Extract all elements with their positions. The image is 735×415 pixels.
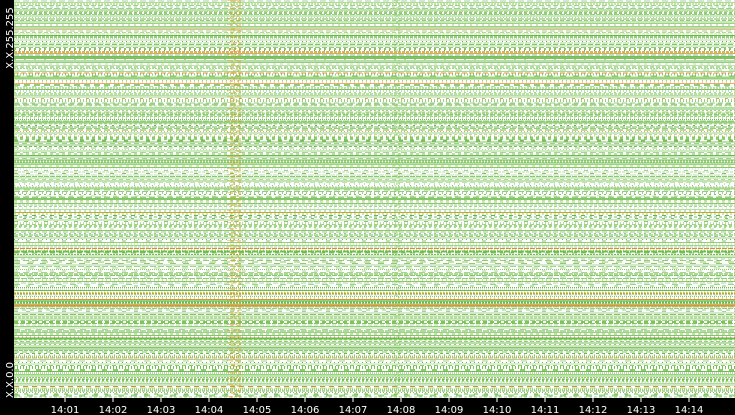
x-tick-label: 14:14 [675, 405, 704, 415]
y-label-top: X.X.255.255 [5, 7, 16, 68]
x-tick-label: 14:10 [483, 405, 512, 415]
x-tick-label: 14:12 [579, 405, 608, 415]
activity-pattern [14, 0, 735, 398]
x-tick-label: 14:13 [627, 405, 656, 415]
x-tick-label: 14:11 [531, 405, 560, 415]
x-tick-label: 14:08 [387, 405, 416, 415]
x-tick-label: 14:02 [99, 405, 128, 415]
x-tick-label: 14:06 [291, 405, 320, 415]
x-tick-label: 14:09 [435, 405, 464, 415]
x-tick-label: 14:05 [243, 405, 272, 415]
x-tick-label: 14:03 [147, 405, 176, 415]
y-label-bottom: X.X.0.0 [5, 362, 16, 398]
x-tick-label: 14:07 [339, 405, 368, 415]
x-tick-label: 14:01 [51, 405, 80, 415]
axes: X.X.255.255 X.X.0.0 14:01 14:02 14:03 14:04… [5, 7, 703, 415]
x-tick-label: 14:04 [195, 405, 224, 415]
